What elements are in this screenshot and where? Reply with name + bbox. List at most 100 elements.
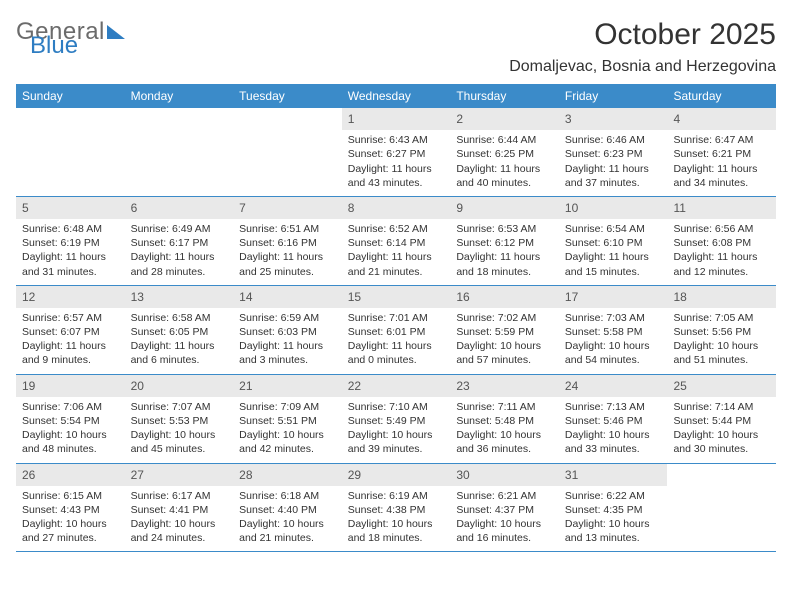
- day-daylight: Daylight: 11 hours and 21 minutes.: [348, 250, 445, 278]
- day-body: Sunrise: 6:58 AMSunset: 6:05 PMDaylight:…: [125, 308, 234, 374]
- day-body: Sunrise: 6:51 AMSunset: 6:16 PMDaylight:…: [233, 219, 342, 285]
- day-cell: 10Sunrise: 6:54 AMSunset: 6:10 PMDayligh…: [559, 197, 668, 285]
- day-daylight: Daylight: 10 hours and 51 minutes.: [673, 339, 770, 367]
- day-of-week-row: SundayMondayTuesdayWednesdayThursdayFrid…: [16, 84, 776, 108]
- day-body: Sunrise: 7:01 AMSunset: 6:01 PMDaylight:…: [342, 308, 451, 374]
- header: General Blue October 2025 Domaljevac, Bo…: [16, 18, 776, 76]
- day-sunset: Sunset: 6:23 PM: [565, 147, 662, 161]
- dow-cell: Sunday: [16, 84, 125, 108]
- day-daylight: Daylight: 11 hours and 28 minutes.: [131, 250, 228, 278]
- day-cell: 27Sunrise: 6:17 AMSunset: 4:41 PMDayligh…: [125, 464, 234, 552]
- week-row: 1Sunrise: 6:43 AMSunset: 6:27 PMDaylight…: [16, 108, 776, 197]
- day-daylight: Daylight: 10 hours and 18 minutes.: [348, 517, 445, 545]
- day-number: 15: [342, 286, 451, 308]
- day-sunrise: Sunrise: 7:10 AM: [348, 400, 445, 414]
- day-cell: 9Sunrise: 6:53 AMSunset: 6:12 PMDaylight…: [450, 197, 559, 285]
- day-body: Sunrise: 7:03 AMSunset: 5:58 PMDaylight:…: [559, 308, 668, 374]
- day-body: Sunrise: 6:52 AMSunset: 6:14 PMDaylight:…: [342, 219, 451, 285]
- day-number: 22: [342, 375, 451, 397]
- day-sunrise: Sunrise: 7:03 AM: [565, 311, 662, 325]
- day-cell: [16, 108, 125, 196]
- dow-cell: Wednesday: [342, 84, 451, 108]
- day-sunset: Sunset: 6:10 PM: [565, 236, 662, 250]
- day-number: 16: [450, 286, 559, 308]
- day-number: 30: [450, 464, 559, 486]
- day-sunset: Sunset: 5:44 PM: [673, 414, 770, 428]
- day-sunrise: Sunrise: 6:59 AM: [239, 311, 336, 325]
- day-cell: 26Sunrise: 6:15 AMSunset: 4:43 PMDayligh…: [16, 464, 125, 552]
- day-sunrise: Sunrise: 6:57 AM: [22, 311, 119, 325]
- day-cell: 28Sunrise: 6:18 AMSunset: 4:40 PMDayligh…: [233, 464, 342, 552]
- logo: General Blue: [16, 22, 125, 57]
- day-sunrise: Sunrise: 6:15 AM: [22, 489, 119, 503]
- day-daylight: Daylight: 11 hours and 34 minutes.: [673, 162, 770, 190]
- day-sunrise: Sunrise: 6:19 AM: [348, 489, 445, 503]
- day-sunrise: Sunrise: 7:02 AM: [456, 311, 553, 325]
- day-daylight: Daylight: 11 hours and 40 minutes.: [456, 162, 553, 190]
- day-body: Sunrise: 6:44 AMSunset: 6:25 PMDaylight:…: [450, 130, 559, 196]
- day-body: Sunrise: 6:17 AMSunset: 4:41 PMDaylight:…: [125, 486, 234, 552]
- day-cell: 31Sunrise: 6:22 AMSunset: 4:35 PMDayligh…: [559, 464, 668, 552]
- day-cell: 8Sunrise: 6:52 AMSunset: 6:14 PMDaylight…: [342, 197, 451, 285]
- day-number: 12: [16, 286, 125, 308]
- day-number: 18: [667, 286, 776, 308]
- day-daylight: Daylight: 11 hours and 15 minutes.: [565, 250, 662, 278]
- day-number: 11: [667, 197, 776, 219]
- day-number: 19: [16, 375, 125, 397]
- day-body: Sunrise: 6:49 AMSunset: 6:17 PMDaylight:…: [125, 219, 234, 285]
- dow-cell: Friday: [559, 84, 668, 108]
- day-daylight: Daylight: 10 hours and 30 minutes.: [673, 428, 770, 456]
- day-daylight: Daylight: 11 hours and 25 minutes.: [239, 250, 336, 278]
- day-cell: 11Sunrise: 6:56 AMSunset: 6:08 PMDayligh…: [667, 197, 776, 285]
- day-sunset: Sunset: 4:41 PM: [131, 503, 228, 517]
- day-cell: 6Sunrise: 6:49 AMSunset: 6:17 PMDaylight…: [125, 197, 234, 285]
- day-sunrise: Sunrise: 6:18 AM: [239, 489, 336, 503]
- day-sunset: Sunset: 6:25 PM: [456, 147, 553, 161]
- day-body: Sunrise: 6:43 AMSunset: 6:27 PMDaylight:…: [342, 130, 451, 196]
- day-sunrise: Sunrise: 6:47 AM: [673, 133, 770, 147]
- logo-text: General Blue: [16, 22, 125, 57]
- day-sunrise: Sunrise: 6:21 AM: [456, 489, 553, 503]
- day-number: 6: [125, 197, 234, 219]
- day-body: Sunrise: 7:07 AMSunset: 5:53 PMDaylight:…: [125, 397, 234, 463]
- day-cell: 2Sunrise: 6:44 AMSunset: 6:25 PMDaylight…: [450, 108, 559, 196]
- day-daylight: Daylight: 11 hours and 43 minutes.: [348, 162, 445, 190]
- day-sunrise: Sunrise: 6:54 AM: [565, 222, 662, 236]
- calendar-grid: SundayMondayTuesdayWednesdayThursdayFrid…: [16, 84, 776, 552]
- day-cell: 16Sunrise: 7:02 AMSunset: 5:59 PMDayligh…: [450, 286, 559, 374]
- day-body: Sunrise: 7:13 AMSunset: 5:46 PMDaylight:…: [559, 397, 668, 463]
- day-number: 25: [667, 375, 776, 397]
- day-sunset: Sunset: 4:40 PM: [239, 503, 336, 517]
- day-cell: 14Sunrise: 6:59 AMSunset: 6:03 PMDayligh…: [233, 286, 342, 374]
- day-sunset: Sunset: 6:03 PM: [239, 325, 336, 339]
- day-cell: 23Sunrise: 7:11 AMSunset: 5:48 PMDayligh…: [450, 375, 559, 463]
- day-body: Sunrise: 6:19 AMSunset: 4:38 PMDaylight:…: [342, 486, 451, 552]
- day-body: Sunrise: 6:56 AMSunset: 6:08 PMDaylight:…: [667, 219, 776, 285]
- day-sunset: Sunset: 5:58 PM: [565, 325, 662, 339]
- day-body: Sunrise: 6:15 AMSunset: 4:43 PMDaylight:…: [16, 486, 125, 552]
- day-sunrise: Sunrise: 6:17 AM: [131, 489, 228, 503]
- day-cell: 5Sunrise: 6:48 AMSunset: 6:19 PMDaylight…: [16, 197, 125, 285]
- day-body: Sunrise: 6:48 AMSunset: 6:19 PMDaylight:…: [16, 219, 125, 285]
- day-sunset: Sunset: 6:07 PM: [22, 325, 119, 339]
- day-body: Sunrise: 7:10 AMSunset: 5:49 PMDaylight:…: [342, 397, 451, 463]
- day-body: Sunrise: 6:18 AMSunset: 4:40 PMDaylight:…: [233, 486, 342, 552]
- day-sunrise: Sunrise: 6:52 AM: [348, 222, 445, 236]
- day-daylight: Daylight: 10 hours and 27 minutes.: [22, 517, 119, 545]
- day-sunset: Sunset: 5:51 PM: [239, 414, 336, 428]
- day-cell: 21Sunrise: 7:09 AMSunset: 5:51 PMDayligh…: [233, 375, 342, 463]
- day-body: Sunrise: 6:53 AMSunset: 6:12 PMDaylight:…: [450, 219, 559, 285]
- day-sunrise: Sunrise: 6:56 AM: [673, 222, 770, 236]
- day-body: Sunrise: 7:11 AMSunset: 5:48 PMDaylight:…: [450, 397, 559, 463]
- day-cell: 15Sunrise: 7:01 AMSunset: 6:01 PMDayligh…: [342, 286, 451, 374]
- day-daylight: Daylight: 11 hours and 6 minutes.: [131, 339, 228, 367]
- day-sunset: Sunset: 6:12 PM: [456, 236, 553, 250]
- day-sunrise: Sunrise: 7:13 AM: [565, 400, 662, 414]
- day-sunset: Sunset: 6:08 PM: [673, 236, 770, 250]
- day-sunset: Sunset: 6:05 PM: [131, 325, 228, 339]
- day-body: Sunrise: 6:22 AMSunset: 4:35 PMDaylight:…: [559, 486, 668, 552]
- day-daylight: Daylight: 11 hours and 12 minutes.: [673, 250, 770, 278]
- day-number: 31: [559, 464, 668, 486]
- day-sunset: Sunset: 4:37 PM: [456, 503, 553, 517]
- week-row: 26Sunrise: 6:15 AMSunset: 4:43 PMDayligh…: [16, 464, 776, 553]
